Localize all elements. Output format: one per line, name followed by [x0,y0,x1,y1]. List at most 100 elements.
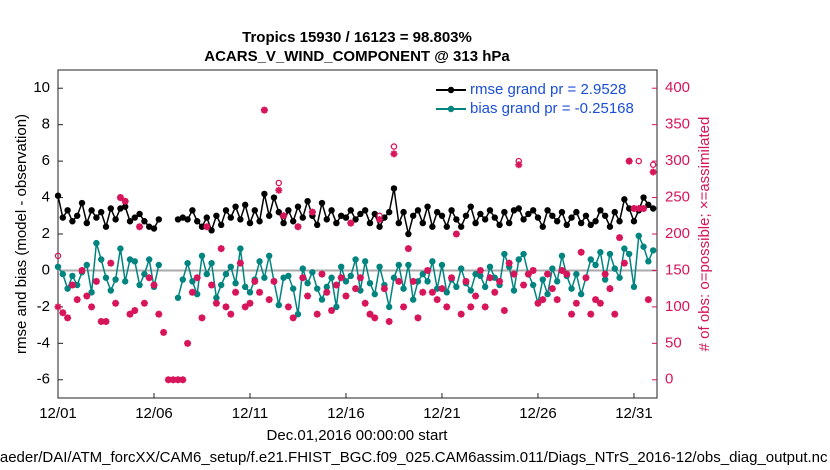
assimilated-marker [558,266,566,274]
point [429,258,436,265]
point [448,207,455,214]
assimilated-marker [222,303,230,311]
point [136,210,143,218]
point [289,285,297,292]
assimilated-marker [496,277,504,285]
assimilated-marker [380,285,388,293]
point [246,289,254,296]
assimilated-marker [193,274,201,282]
point [64,207,71,214]
series-line [177,188,654,235]
assimilated-marker [356,274,364,282]
assimilated-marker [568,310,576,318]
point [64,285,71,292]
assimilated-marker [515,161,523,169]
assimilated-marker [342,292,350,300]
point [405,230,412,238]
point [385,303,393,311]
point [558,208,566,216]
point [54,263,62,270]
point [102,274,110,281]
y-axis-label: rmse and bias (model - observation) [13,114,30,354]
assimilated-marker [88,303,96,311]
point [275,208,282,216]
assimilated-marker [548,285,556,293]
legend-label: bias grand pr = -0.25168 [470,100,634,117]
assimilated-marker [577,248,585,256]
point [597,249,604,256]
legend-box [430,76,650,118]
assimilated-marker [140,299,148,307]
point [640,194,647,201]
point [424,203,431,210]
assimilated-marker [155,310,163,318]
assimilated-marker [462,277,470,285]
assimilated-marker [486,274,494,282]
point [361,258,369,265]
assimilated-marker [337,274,345,282]
point [299,265,306,272]
point [419,270,426,278]
point [453,216,460,223]
assimilated-marker [64,314,72,322]
point [261,190,268,198]
point [477,272,484,280]
point [232,280,239,287]
point [88,289,95,296]
point [577,290,585,298]
point [606,250,614,258]
y-tick-label: -6 [37,371,50,388]
assimilated-marker [361,299,369,307]
assimilated-marker [131,307,139,315]
point [121,278,129,285]
point [222,207,230,214]
point [337,212,345,219]
point [97,208,105,216]
point [73,281,81,289]
assimilated-marker [308,208,316,216]
assimilated-marker [251,277,259,285]
point [361,207,369,214]
point [539,223,546,230]
point [241,201,249,209]
point [568,214,575,221]
point [121,203,129,210]
point [621,196,628,203]
point [496,221,503,229]
assimilated-marker [587,310,595,318]
point [280,274,287,281]
assimilated-marker [59,309,67,317]
point [433,208,441,216]
point [376,223,383,230]
assimilated-marker [284,303,292,311]
point [573,208,580,216]
assimilated-marker [443,303,451,311]
point [59,270,66,278]
point [553,218,561,225]
assimilated-marker [433,296,441,304]
point [621,245,628,252]
assimilated-marker [73,296,81,304]
assimilated-marker [448,274,456,282]
assimilated-marker [352,285,360,293]
assimilated-marker [409,277,417,285]
y2-tick-label: 150 [665,261,690,278]
point [558,252,566,260]
point [251,207,258,214]
point [145,223,153,230]
point [520,250,527,258]
possible-marker [54,252,62,260]
legend-label: rmse grand pr = 2.9528 [470,81,626,98]
assimilated-marker [467,303,475,311]
point [539,276,546,283]
point [69,272,76,280]
assimilated-marker [510,270,518,278]
point [592,218,599,225]
point [328,274,335,281]
assimilated-marker [107,259,115,267]
point [505,219,513,227]
point [491,274,498,281]
assimilated-marker [400,303,408,311]
y-tick-label: -2 [37,298,50,315]
